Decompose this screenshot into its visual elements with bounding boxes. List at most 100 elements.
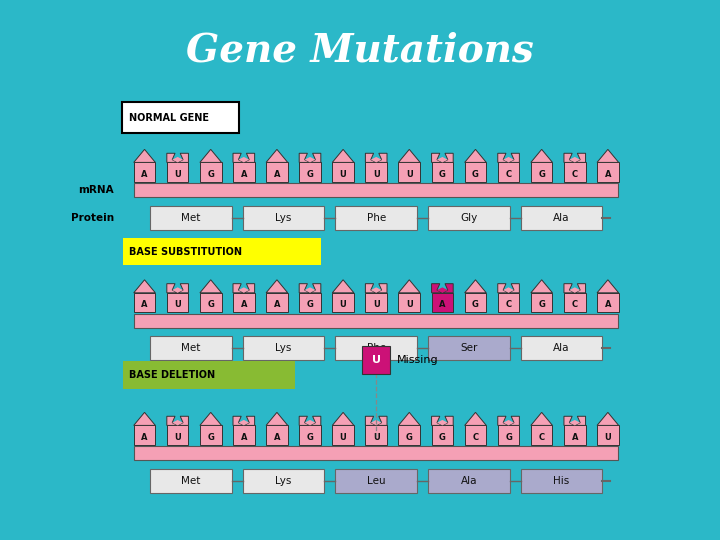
Bar bbox=[564, 293, 585, 312]
Polygon shape bbox=[570, 287, 580, 293]
Bar bbox=[398, 293, 420, 312]
Polygon shape bbox=[238, 420, 249, 426]
Polygon shape bbox=[172, 287, 183, 293]
Text: Met: Met bbox=[181, 213, 201, 223]
Polygon shape bbox=[200, 413, 222, 426]
Text: A: A bbox=[605, 300, 611, 309]
Polygon shape bbox=[464, 413, 486, 426]
Text: G: G bbox=[472, 300, 479, 309]
Polygon shape bbox=[442, 153, 453, 163]
Polygon shape bbox=[564, 153, 575, 163]
Bar bbox=[243, 206, 324, 230]
Bar bbox=[521, 469, 603, 493]
Polygon shape bbox=[503, 420, 514, 426]
Polygon shape bbox=[266, 280, 288, 293]
Text: C: C bbox=[539, 433, 545, 442]
Polygon shape bbox=[371, 420, 382, 426]
Text: Missing: Missing bbox=[397, 355, 438, 365]
Bar bbox=[398, 163, 420, 182]
Bar bbox=[200, 293, 222, 312]
Text: Gene Mutations: Gene Mutations bbox=[186, 31, 534, 70]
Text: mRNA: mRNA bbox=[78, 185, 114, 195]
Bar bbox=[365, 163, 387, 182]
Bar bbox=[134, 183, 618, 197]
Polygon shape bbox=[167, 284, 178, 293]
Polygon shape bbox=[371, 157, 382, 163]
Polygon shape bbox=[172, 157, 183, 163]
Polygon shape bbox=[333, 413, 354, 426]
Polygon shape bbox=[437, 157, 448, 163]
Text: C: C bbox=[572, 170, 578, 179]
Polygon shape bbox=[508, 153, 519, 163]
Text: U: U bbox=[174, 170, 181, 179]
Polygon shape bbox=[238, 157, 249, 163]
Text: Phe: Phe bbox=[366, 213, 386, 223]
Text: Protein: Protein bbox=[71, 213, 114, 222]
Polygon shape bbox=[597, 150, 618, 163]
Polygon shape bbox=[442, 416, 453, 426]
Polygon shape bbox=[431, 153, 442, 163]
Text: Ala: Ala bbox=[553, 213, 570, 223]
Bar bbox=[464, 426, 486, 445]
Polygon shape bbox=[398, 280, 420, 293]
Polygon shape bbox=[178, 416, 189, 426]
Polygon shape bbox=[376, 284, 387, 293]
Bar bbox=[333, 293, 354, 312]
Polygon shape bbox=[244, 153, 255, 163]
Text: A: A bbox=[274, 300, 280, 309]
Bar bbox=[150, 336, 232, 360]
Text: BASE DELETION: BASE DELETION bbox=[129, 370, 215, 380]
FancyBboxPatch shape bbox=[122, 103, 239, 133]
Text: G: G bbox=[439, 170, 446, 179]
Polygon shape bbox=[398, 150, 420, 163]
Polygon shape bbox=[398, 413, 420, 426]
Bar bbox=[134, 314, 618, 328]
Text: U: U bbox=[340, 300, 346, 309]
FancyBboxPatch shape bbox=[123, 361, 295, 389]
Text: U: U bbox=[406, 300, 413, 309]
Polygon shape bbox=[503, 287, 514, 293]
Polygon shape bbox=[376, 153, 387, 163]
Text: G: G bbox=[307, 170, 313, 179]
Text: BASE SUBSTITUTION: BASE SUBSTITUTION bbox=[129, 247, 242, 256]
Bar bbox=[233, 426, 255, 445]
Text: Lys: Lys bbox=[275, 343, 292, 353]
Polygon shape bbox=[310, 153, 321, 163]
Bar bbox=[498, 293, 519, 312]
Bar bbox=[564, 163, 585, 182]
Bar bbox=[300, 426, 321, 445]
Bar bbox=[365, 426, 387, 445]
Text: G: G bbox=[505, 433, 512, 442]
Polygon shape bbox=[333, 150, 354, 163]
Polygon shape bbox=[305, 420, 315, 426]
Text: U: U bbox=[340, 433, 346, 442]
Polygon shape bbox=[300, 284, 310, 293]
Polygon shape bbox=[431, 416, 442, 426]
Polygon shape bbox=[597, 413, 618, 426]
Text: A: A bbox=[141, 433, 148, 442]
Bar bbox=[531, 293, 552, 312]
Polygon shape bbox=[310, 284, 321, 293]
Text: Ser: Ser bbox=[460, 343, 477, 353]
Polygon shape bbox=[376, 416, 387, 426]
Bar bbox=[134, 446, 618, 460]
Bar bbox=[243, 469, 324, 493]
Polygon shape bbox=[244, 284, 255, 293]
Text: Ala: Ala bbox=[461, 476, 477, 486]
Polygon shape bbox=[244, 416, 255, 426]
Bar bbox=[428, 206, 510, 230]
Text: Gly: Gly bbox=[460, 213, 477, 223]
Bar bbox=[336, 469, 417, 493]
Text: Met: Met bbox=[181, 476, 201, 486]
Polygon shape bbox=[134, 280, 156, 293]
Bar bbox=[333, 163, 354, 182]
Text: C: C bbox=[505, 170, 512, 179]
Polygon shape bbox=[464, 150, 486, 163]
Text: U: U bbox=[340, 170, 346, 179]
Text: NORMAL GENE: NORMAL GENE bbox=[129, 113, 209, 123]
Text: A: A bbox=[274, 170, 280, 179]
Text: U: U bbox=[373, 300, 379, 309]
Bar bbox=[134, 293, 156, 312]
Polygon shape bbox=[437, 287, 448, 293]
Text: Lys: Lys bbox=[275, 213, 292, 223]
